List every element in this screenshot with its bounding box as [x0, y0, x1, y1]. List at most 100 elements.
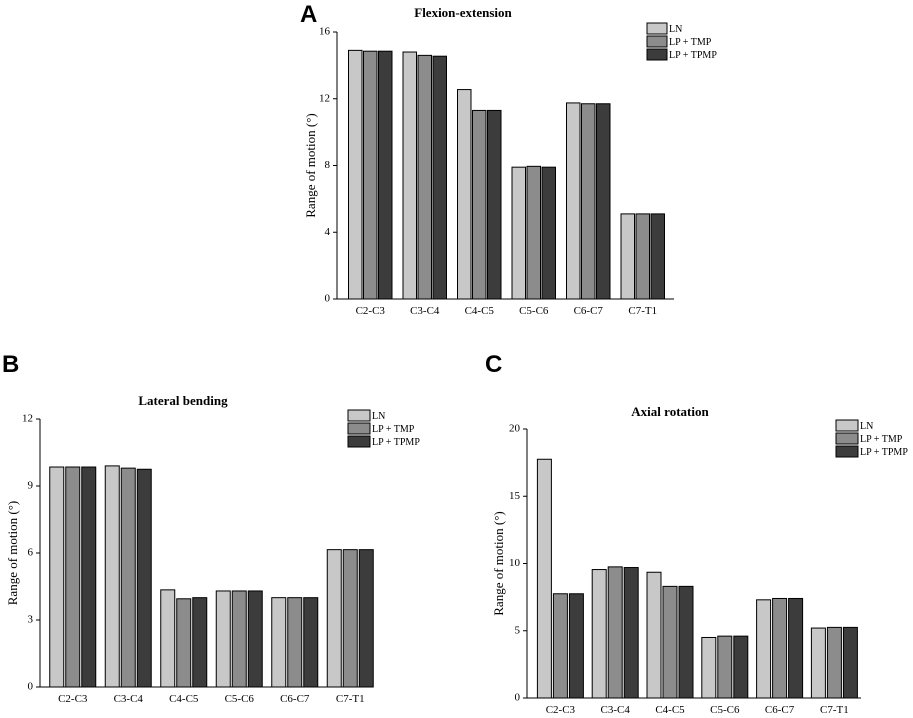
chart-a-y-tick-label: 16 [319, 26, 331, 38]
chart-b-bar-c3-c4-1 [104, 465, 120, 688]
chart-b-x-tick-label: C2-C3 [58, 693, 88, 705]
chart-b-bar-c2-c3-2 [65, 466, 81, 688]
chart-c-y-tick-label: 15 [509, 490, 521, 502]
chart-a-bar-c4-c5-2 [472, 109, 487, 300]
chart-b-x-tick-label: C4-C5 [169, 693, 199, 705]
chart-c-legend-label-3: LP + TPMP [860, 447, 908, 458]
chart-c-y-tick-label: 5 [515, 624, 521, 636]
chart-a-ylabel: Range of motion (°) [303, 113, 318, 217]
chart-c-y-tick-label: 0 [515, 692, 521, 704]
chart-a-bar-c2-c3-1 [348, 49, 363, 300]
chart-c-bar-c2-c3-2 [552, 593, 568, 699]
chart-c-bar-c6-c7-2 [772, 597, 788, 699]
chart-b-bar-c5-c6-2 [231, 590, 247, 688]
panel-letter-b: B [2, 351, 19, 378]
chart-c-bar-c5-c6-1 [701, 636, 717, 699]
chart-a-bar-c7-t1-2 [635, 213, 650, 300]
chart-b-legend-label-2: LP + TMP [372, 424, 415, 435]
chart-c-bar-c3-c4-2 [607, 566, 623, 699]
chart-a-legend-swatch-3 [646, 48, 668, 61]
chart-c-bar-c2-c3-1 [536, 458, 552, 699]
chart-a-x-tick-label: C2-C3 [356, 305, 386, 317]
chart-c-bar-c5-c6-3 [733, 635, 749, 699]
chart-b-bar-c7-t1-3 [358, 549, 374, 688]
chart-a-x-tick-label: C5-C6 [519, 305, 549, 317]
chart-c-x-tick-label: C5-C6 [710, 704, 740, 716]
chart-a-bar-c3-c4-1 [402, 51, 417, 300]
chart-b-bar-c7-t1-1 [326, 549, 342, 688]
chart-b-legend-swatch-1 [347, 409, 371, 422]
chart-c-title: Axial rotation [631, 404, 709, 419]
chart-c-bar-c7-t1-2 [826, 626, 842, 699]
chart-b-legend-swatch-3 [347, 435, 371, 448]
chart-c-bar-c6-c7-3 [788, 597, 804, 699]
chart-b-bar-c2-c3-3 [81, 466, 97, 688]
chart-b-x-tick-label: C7-T1 [336, 693, 365, 705]
chart-a-y-tick-label: 0 [325, 293, 331, 305]
chart-a-bar-c3-c4-3 [432, 55, 447, 300]
chart-a-legend-label-3: LP + TPMP [669, 50, 717, 61]
chart-b-bar-c2-c3-1 [49, 466, 65, 688]
chart-c-legend-label-2: LP + TMP [860, 434, 903, 445]
chart-c-y-tick-label: 10 [509, 557, 521, 569]
chart-c-x-tick-label: C6-C7 [765, 704, 795, 716]
chart-c-x-tick-label: C4-C5 [655, 704, 685, 716]
chart-a-bar-c6-c7-3 [596, 103, 611, 300]
chart-b-legend-label-1: LN [372, 411, 385, 422]
chart-a-y-tick-label: 12 [319, 92, 330, 104]
chart-a-bar-c7-t1-3 [650, 213, 665, 300]
chart-c-bar-c4-c5-1 [646, 571, 662, 699]
chart-b-bar-c3-c4-3 [136, 468, 152, 688]
chart-c-bar-c3-c4-3 [623, 567, 639, 699]
chart-c-bar-c4-c5-2 [662, 585, 678, 699]
chart-a-x-tick-label: C3-C4 [410, 305, 440, 317]
chart-a-bar-c3-c4-2 [417, 54, 432, 300]
chart-b-bar-c4-c5-1 [160, 589, 176, 688]
chart-b-bar-c5-c6-1 [215, 590, 231, 688]
chart-c-ylabel: Range of motion (°) [491, 511, 506, 615]
chart-b-title: Lateral bending [138, 393, 228, 408]
panel-letter-a: A [300, 1, 317, 28]
chart-b-bar-c4-c5-2 [176, 598, 192, 688]
chart-b-bar-c7-t1-2 [342, 549, 358, 688]
chart-c-bar-c7-t1-3 [842, 626, 858, 699]
chart-a-bar-c4-c5-3 [487, 109, 502, 300]
chart-b-bar-c6-c7-2 [287, 597, 303, 688]
chart-b-y-tick-label: 6 [28, 547, 34, 559]
chart-b-x-tick-label: C6-C7 [280, 693, 310, 705]
chart-c-legend-swatch-3 [835, 445, 859, 458]
chart-c-bar-c7-t1-1 [810, 627, 826, 699]
chart-c-bar-c6-c7-1 [756, 599, 772, 699]
chart-a-title: Flexion-extension [414, 5, 512, 20]
chart-c-bar-c5-c6-2 [717, 635, 733, 699]
chart-b-bar-c5-c6-3 [247, 590, 263, 688]
chart-a-bar-c5-c6-2 [526, 165, 541, 300]
chart-a-legend-label-1: LN [669, 24, 682, 35]
chart-c-x-tick-label: C2-C3 [546, 704, 576, 716]
chart-b-x-tick-label: C5-C6 [225, 693, 255, 705]
chart-a-legend-swatch-1 [646, 22, 668, 35]
chart-c-x-tick-label: C3-C4 [601, 704, 631, 716]
chart-c-x-tick-label: C7-T1 [820, 704, 849, 716]
chart-a-bar-c6-c7-2 [581, 103, 596, 300]
chart-b-legend-label-3: LP + TPMP [372, 437, 420, 448]
chart-a-bar-c5-c6-3 [541, 166, 556, 300]
chart-a-legend-label-2: LP + TMP [669, 37, 712, 48]
chart-b-bar-c4-c5-3 [192, 597, 208, 688]
chart-c-bar-c2-c3-3 [568, 593, 584, 699]
chart-a-bar-c4-c5-1 [457, 89, 472, 300]
chart-a-y-tick-label: 4 [325, 226, 331, 238]
chart-b-y-tick-label: 0 [28, 681, 34, 693]
chart-a-bar-c6-c7-1 [566, 102, 581, 300]
chart-a-x-tick-label: C4-C5 [465, 305, 495, 317]
panel-letter-c: C [485, 351, 502, 378]
chart-b-bar-c6-c7-3 [303, 597, 319, 688]
chart-a-legend-swatch-2 [646, 35, 668, 48]
chart-b-y-tick-label: 3 [28, 614, 34, 626]
chart-c-bar-c4-c5-3 [678, 585, 694, 699]
chart-a-y-tick-label: 8 [325, 159, 331, 171]
chart-b-x-tick-label: C3-C4 [114, 693, 144, 705]
chart-b-y-tick-label: 12 [22, 413, 33, 425]
